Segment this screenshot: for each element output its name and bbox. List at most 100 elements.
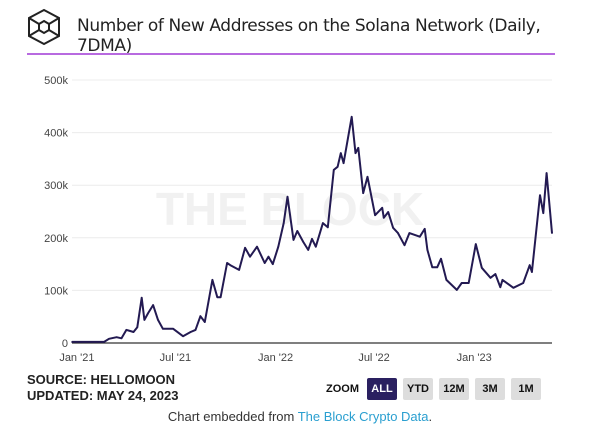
data-point: [431, 266, 434, 269]
data-point: [249, 255, 251, 258]
zoom-all-button[interactable]: ALL: [367, 378, 397, 400]
source-info: SOURCE: HELLOMOON UPDATED: MAY 24, 2023: [27, 372, 179, 404]
data-point: [455, 289, 458, 291]
data-point: [267, 255, 270, 258]
data-point: [426, 249, 429, 251]
data-point: [440, 258, 442, 260]
zoom-1m-button[interactable]: 1M: [511, 378, 541, 400]
data-point: [172, 327, 175, 330]
y-tick-label: 0: [62, 338, 68, 350]
x-tick-label: Jul '22: [358, 352, 389, 364]
data-point: [362, 192, 364, 194]
data-point: [263, 262, 266, 264]
data-point: [203, 321, 206, 323]
embed-prefix: Chart embedded from: [167, 409, 298, 424]
data-point: [256, 245, 258, 248]
data-point: [199, 315, 202, 317]
data-point: [350, 116, 353, 118]
data-point: [71, 341, 73, 343]
y-tick-label: 500k: [44, 75, 68, 87]
data-point: [120, 337, 123, 340]
data-point: [272, 263, 274, 265]
data-point: [189, 331, 192, 333]
title-divider: [27, 53, 555, 55]
data-point: [408, 232, 411, 234]
data-point: [152, 304, 154, 306]
data-point: [307, 249, 309, 251]
data-point: [489, 276, 492, 279]
zoom-controls: ZOOM ALL YTD 12M 3M 1M: [326, 378, 541, 400]
data-point: [381, 207, 384, 209]
x-tick-label: Jan '23: [457, 352, 492, 364]
data-point: [332, 169, 335, 171]
data-point: [157, 319, 159, 321]
data-point: [136, 326, 139, 329]
data-point: [282, 222, 285, 224]
the-block-logo-icon: [28, 8, 60, 46]
data-point: [140, 296, 143, 299]
zoom-label: ZOOM: [326, 383, 359, 395]
data-point: [499, 286, 502, 289]
embed-note: Chart embedded from The Block Crypto Dat…: [0, 409, 600, 424]
x-tick-label: Jan '21: [59, 352, 94, 364]
the-block-data-link[interactable]: The Block Crypto Data: [297, 409, 429, 424]
data-point: [342, 162, 345, 164]
y-tick-label: 400k: [44, 128, 68, 140]
data-point: [542, 212, 545, 214]
data-point: [219, 296, 222, 299]
data-point: [286, 195, 289, 198]
data-point: [480, 266, 483, 269]
data-point: [357, 147, 360, 149]
zoom-ytd-button[interactable]: YTD: [403, 378, 433, 400]
data-point: [374, 214, 376, 216]
data-point: [383, 217, 385, 219]
data-point: [315, 245, 317, 248]
zoom-12m-button[interactable]: 12M: [439, 378, 469, 400]
data-point: [460, 282, 463, 284]
data-point: [436, 266, 438, 269]
data-point: [418, 235, 421, 238]
data-point: [244, 246, 246, 249]
data-point: [103, 341, 105, 343]
zoom-3m-button[interactable]: 3M: [475, 378, 505, 400]
data-point: [162, 327, 164, 330]
series-line: [72, 115, 553, 343]
x-tick-label: Jul '21: [160, 352, 191, 364]
y-tick-label: 200k: [44, 233, 68, 245]
data-point: [143, 319, 146, 321]
data-point: [392, 227, 394, 229]
data-point: [354, 152, 357, 154]
data-point: [108, 337, 110, 340]
data-point: [326, 226, 329, 229]
data-point: [211, 279, 214, 281]
data-point: [182, 335, 184, 337]
data-point: [539, 194, 541, 196]
source-label: SOURCE: HELLOMOON: [27, 372, 176, 387]
data-point: [216, 296, 219, 299]
y-tick-label: 300k: [44, 180, 68, 192]
data-point: [512, 286, 515, 289]
data-point: [194, 329, 197, 331]
data-point: [423, 228, 426, 230]
data-point: [302, 241, 305, 243]
data-point: [147, 312, 149, 314]
data-point: [238, 269, 240, 271]
data-point: [467, 282, 470, 284]
data-point: [528, 264, 531, 266]
data-point: [336, 165, 339, 168]
data-point: [445, 279, 448, 281]
data-point: [551, 232, 553, 234]
data-point: [322, 222, 324, 224]
data-point: [501, 279, 504, 281]
data-point: [366, 175, 369, 178]
data-point: [397, 232, 399, 234]
data-point: [531, 271, 533, 273]
data-point: [475, 243, 477, 245]
data-point: [277, 245, 280, 248]
y-tick-label: 100k: [44, 285, 68, 297]
data-point: [387, 211, 389, 213]
data-point: [522, 282, 524, 284]
data-point: [125, 329, 128, 331]
data-point: [296, 230, 299, 232]
